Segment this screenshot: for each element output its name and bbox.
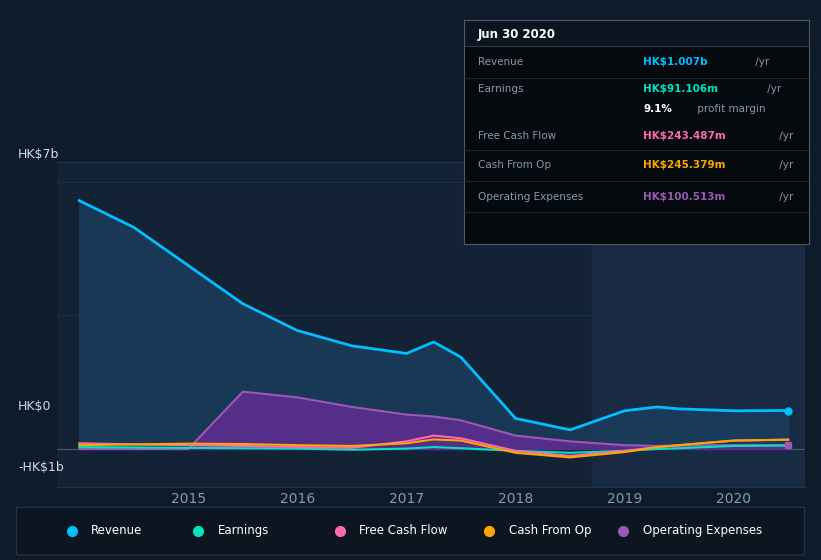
Text: Free Cash Flow: Free Cash Flow: [478, 131, 556, 141]
Text: Cash From Op: Cash From Op: [509, 524, 591, 537]
Text: 9.1%: 9.1%: [643, 104, 672, 114]
Text: Free Cash Flow: Free Cash Flow: [360, 524, 447, 537]
Text: Cash From Op: Cash From Op: [478, 160, 551, 170]
Text: HK$91.106m: HK$91.106m: [643, 84, 718, 94]
Text: HK$100.513m: HK$100.513m: [643, 192, 726, 202]
Bar: [464, 20, 809, 46]
Text: -HK$1b: -HK$1b: [18, 461, 64, 474]
Text: Earnings: Earnings: [478, 84, 523, 94]
Text: HK$243.487m: HK$243.487m: [643, 131, 726, 141]
Text: Operating Expenses: Operating Expenses: [643, 524, 762, 537]
Text: /yr: /yr: [776, 192, 793, 202]
Text: HK$1.007b: HK$1.007b: [643, 57, 708, 67]
Text: HK$245.379m: HK$245.379m: [643, 160, 726, 170]
Text: /yr: /yr: [752, 57, 769, 67]
Text: Revenue: Revenue: [478, 57, 523, 67]
Text: Jun 30 2020: Jun 30 2020: [478, 27, 556, 41]
Text: /yr: /yr: [764, 84, 781, 94]
Text: /yr: /yr: [776, 131, 793, 141]
Text: Earnings: Earnings: [218, 524, 268, 537]
Bar: [592, 162, 805, 487]
Text: HK$0: HK$0: [18, 399, 52, 413]
Text: Operating Expenses: Operating Expenses: [478, 192, 583, 202]
Text: Revenue: Revenue: [91, 524, 143, 537]
Text: HK$7b: HK$7b: [18, 147, 59, 161]
FancyBboxPatch shape: [16, 507, 805, 555]
Text: /yr: /yr: [776, 160, 793, 170]
Text: profit margin: profit margin: [694, 104, 765, 114]
